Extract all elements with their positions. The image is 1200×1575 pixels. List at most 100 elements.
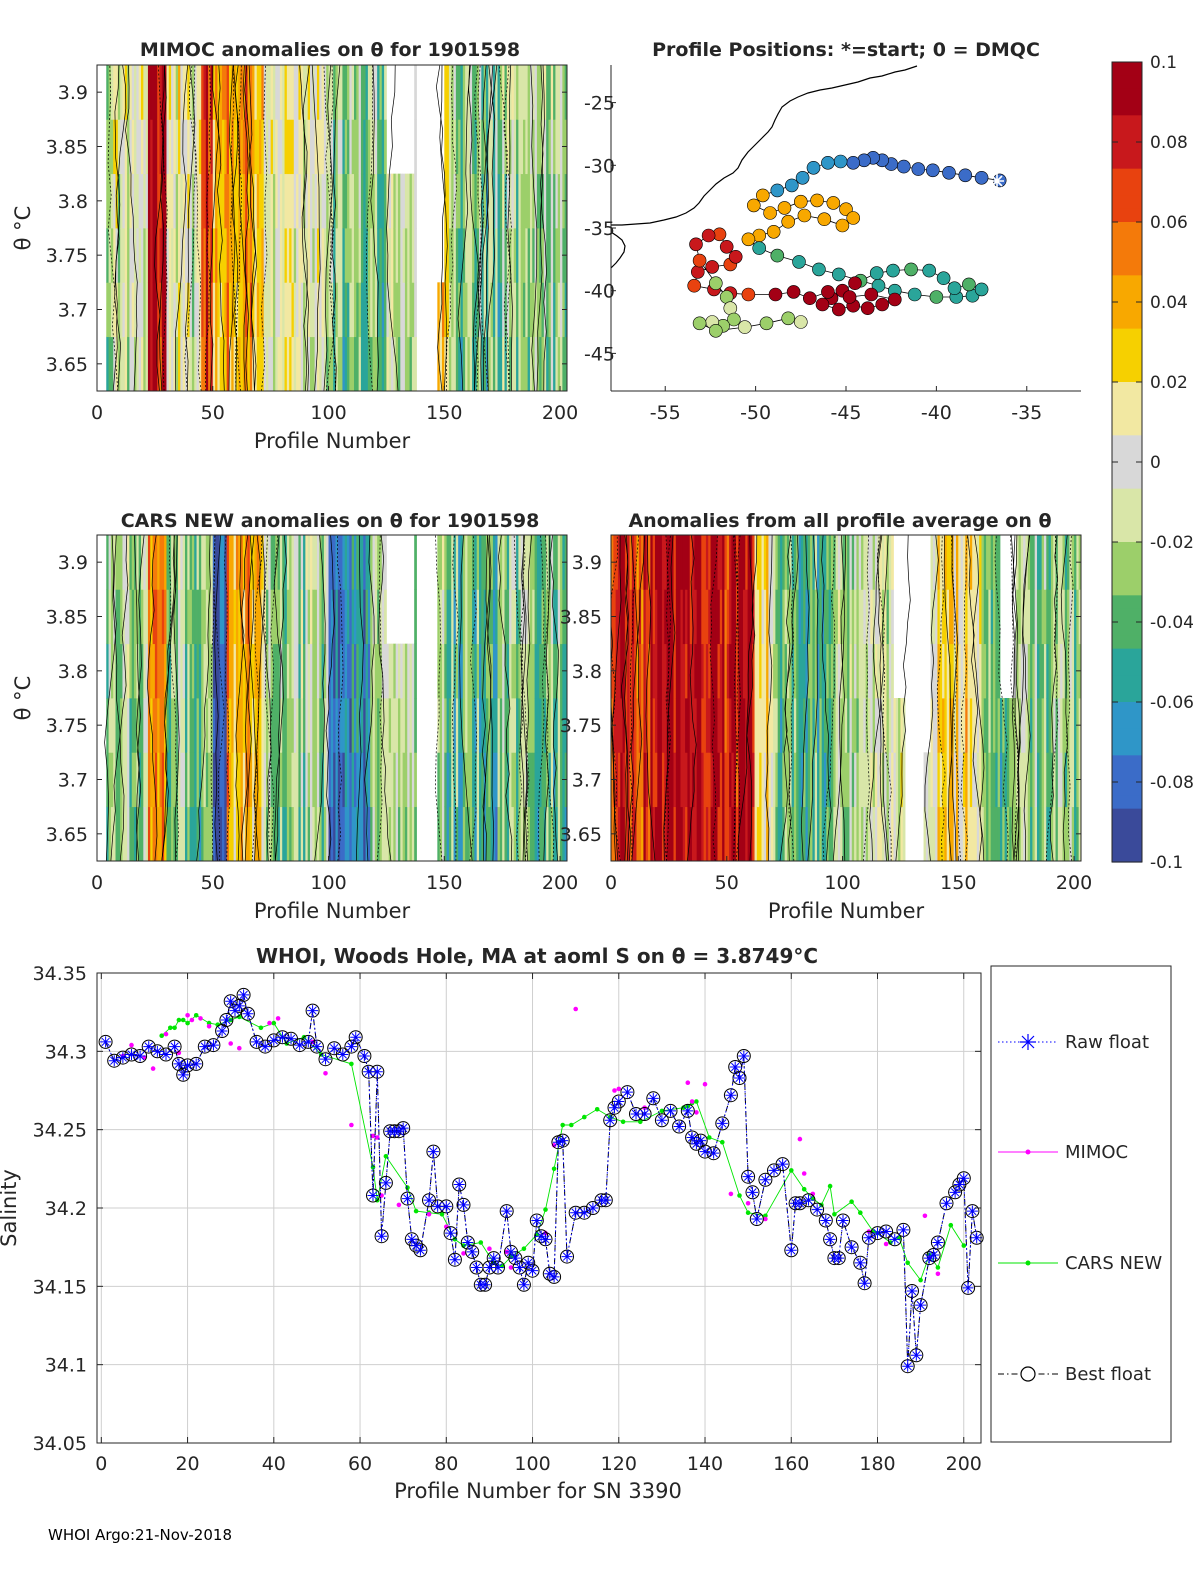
heatmap-cell (300, 752, 304, 808)
heatmap-cell (925, 752, 929, 808)
heatmap-cell (266, 535, 269, 590)
raw-float-point (746, 1186, 758, 1198)
heatmap-cell (485, 752, 489, 808)
heatmap-cell (110, 336, 114, 391)
heatmap-cell (495, 173, 498, 229)
heatmap-cell (235, 698, 239, 753)
heatmap-cell (536, 698, 540, 753)
heatmap-cell (381, 65, 385, 120)
heatmap-cell (175, 806, 179, 861)
heatmap-cell (629, 535, 633, 590)
contour-line (924, 535, 939, 861)
colorbar-tick-label: 0.1 (1150, 53, 1177, 73)
colorbar-cell (1112, 382, 1142, 396)
heatmap-cell (228, 228, 232, 283)
heatmap-cell (462, 336, 466, 391)
heatmap-cell (337, 698, 341, 753)
raw-float-point (311, 1041, 323, 1053)
heatmap-cell (201, 806, 204, 861)
heatmap-cell (740, 806, 744, 861)
heatmap-cell (351, 173, 355, 229)
heatmap-cell (742, 643, 746, 699)
cars-point (935, 1265, 941, 1270)
heatmap-cell (481, 752, 485, 808)
position-marker (812, 262, 826, 277)
heatmap-cell (215, 336, 218, 391)
heatmap-cell (231, 228, 235, 283)
heatmap-cell (333, 698, 336, 753)
cars-point (948, 1222, 954, 1228)
heatmap-cell (1055, 752, 1059, 808)
heatmap-cell (330, 336, 334, 391)
heatmap-cell (682, 643, 686, 699)
heatmap-cell (935, 589, 938, 645)
heatmap-cell (824, 535, 827, 590)
best-float-point (512, 1260, 527, 1275)
y-tick-label: 3.9 (58, 82, 88, 104)
heatmap-cell (314, 228, 318, 283)
heatmap-cell (749, 535, 753, 590)
raw-float-point (570, 1207, 582, 1219)
heatmap-cell (310, 535, 313, 590)
heatmap-cell (981, 806, 985, 861)
heatmap-cell (391, 698, 394, 753)
heatmap-cell (701, 806, 705, 861)
heatmap-cell (485, 65, 489, 120)
heatmap-cell (967, 535, 971, 590)
heatmap-cell (995, 806, 999, 861)
heatmap-cell (511, 65, 515, 120)
heatmap-cell (722, 643, 725, 699)
heatmap-cell (465, 806, 468, 861)
heatmap-cell (529, 173, 533, 229)
best-float-point (516, 1277, 531, 1292)
heatmap-cell (187, 336, 191, 391)
heatmap-cell (814, 643, 818, 699)
heatmap-cell (340, 228, 343, 283)
heatmap-cell (1048, 535, 1052, 590)
mimoc-panel: MIMOC anomalies on θ for 1901598 0 50 100 1… (11, 39, 578, 453)
heatmap-cell (504, 698, 508, 753)
heatmap-cell (682, 806, 686, 861)
heatmap-cell (796, 752, 799, 808)
contour-line (107, 65, 119, 391)
heatmap-cell (277, 643, 281, 699)
heatmap-cell (782, 589, 786, 645)
heatmap-cell (513, 589, 517, 645)
raw-float-point (777, 1158, 789, 1170)
heatmap-cell (365, 752, 369, 808)
contour-line (530, 65, 538, 391)
heatmap-cell (140, 806, 144, 861)
position-marker (896, 159, 911, 174)
colorbar-cell (1112, 488, 1142, 503)
position-marker (833, 154, 848, 169)
heatmap-cell (256, 643, 260, 699)
colorbar-cell (1112, 662, 1142, 676)
heatmap-cell (444, 806, 448, 861)
heatmap-cell (474, 535, 478, 590)
heatmap-cell (627, 643, 630, 699)
contour-line (468, 65, 479, 391)
raw-float-point (665, 1105, 677, 1117)
heatmap-cell (212, 643, 216, 699)
heatmap-cell (307, 698, 311, 753)
heatmap-cell (166, 535, 170, 590)
heatmap-cell (682, 535, 686, 590)
heatmap-cell (719, 589, 723, 645)
heatmap-cell (159, 752, 163, 808)
heatmap-cell (817, 698, 820, 753)
heatmap-cell (252, 806, 255, 861)
raw-float-point (522, 1257, 534, 1269)
colorbar-cell (1112, 168, 1142, 183)
heatmap-cell (414, 806, 417, 861)
heatmap-cell (194, 336, 197, 391)
raw-float-point (578, 1207, 590, 1219)
heatmap-cell (409, 336, 413, 391)
heatmap-cell (698, 752, 702, 808)
heatmap-cell (358, 119, 362, 175)
heatmap-cell (379, 65, 383, 120)
heatmap-cell (511, 119, 515, 175)
heatmap-cell (122, 806, 126, 861)
heatmap-cell (303, 173, 306, 229)
heatmap-cell (226, 698, 230, 753)
heatmap-cell (282, 643, 285, 699)
